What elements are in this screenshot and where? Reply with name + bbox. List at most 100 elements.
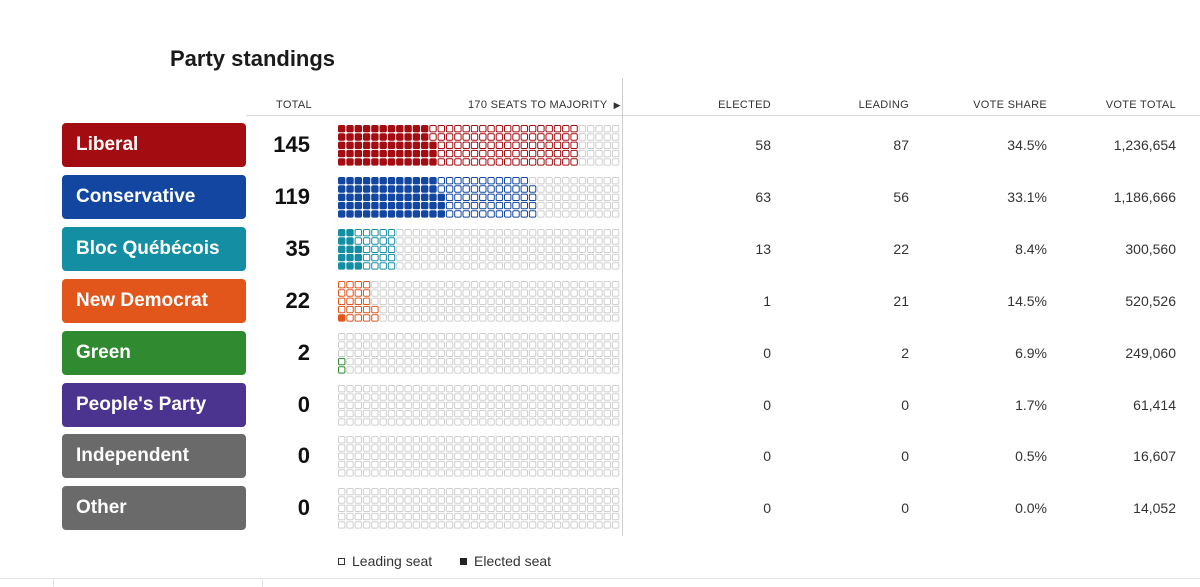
leading-seat — [528, 210, 537, 218]
leading-seat — [371, 253, 379, 262]
empty-seat — [562, 229, 570, 237]
empty-seat — [479, 262, 487, 270]
empty-seat — [587, 237, 595, 245]
elected-seat — [421, 125, 429, 133]
empty-seat — [587, 185, 595, 193]
empty-seat — [487, 512, 495, 521]
empty-seat — [595, 125, 603, 133]
empty-seat — [512, 504, 520, 513]
party-label-other[interactable]: Other — [62, 486, 246, 530]
empty-seat — [454, 229, 462, 237]
empty-seat — [487, 237, 495, 245]
leading-seat — [520, 177, 529, 185]
empty-seat — [429, 418, 437, 426]
empty-seat — [454, 314, 462, 322]
empty-seat — [537, 210, 545, 218]
empty-seat — [346, 385, 354, 393]
empty-seat — [562, 488, 570, 496]
empty-seat — [445, 229, 454, 237]
empty-seat — [578, 125, 587, 133]
empty-seat — [553, 253, 562, 262]
seat-waffle-conservative — [338, 177, 620, 218]
empty-seat — [495, 357, 504, 366]
empty-seat — [412, 289, 421, 297]
empty-seat — [545, 333, 553, 341]
leading-seat — [354, 281, 363, 289]
party-label-bloc-quebecois[interactable]: Bloc Québécois — [62, 227, 246, 271]
empty-seat — [520, 341, 529, 349]
party-label-peoples-party[interactable]: People's Party — [62, 383, 246, 427]
bottom-divider — [0, 578, 1200, 579]
leading-seat — [487, 158, 495, 166]
empty-seat — [454, 253, 462, 262]
empty-seat — [371, 341, 379, 349]
empty-seat — [578, 289, 587, 297]
empty-seat — [603, 149, 612, 158]
legend-leading-label: Leading seat — [352, 553, 433, 569]
empty-seat — [495, 409, 504, 418]
leading-seat — [462, 149, 470, 158]
elected-seat — [437, 201, 445, 210]
vote-share: 33.1% — [1007, 189, 1047, 205]
leading-seat — [454, 125, 462, 133]
empty-seat — [346, 409, 354, 418]
empty-seat — [587, 281, 595, 289]
elected-seat — [404, 210, 412, 218]
empty-seat — [553, 436, 562, 444]
leading-seat — [437, 133, 445, 141]
party-label-new-democrat[interactable]: New Democrat — [62, 279, 246, 323]
empty-seat — [537, 385, 545, 393]
empty-seat — [462, 305, 470, 314]
empty-seat — [396, 281, 404, 289]
empty-seat — [470, 357, 479, 366]
empty-seat — [553, 289, 562, 297]
party-label-green[interactable]: Green — [62, 331, 246, 375]
empty-seat — [412, 521, 421, 529]
empty-seat — [470, 452, 479, 461]
empty-seat — [562, 393, 570, 401]
empty-seat — [470, 229, 479, 237]
empty-seat — [520, 401, 529, 410]
leading-seat — [570, 158, 578, 166]
empty-seat — [487, 245, 495, 254]
empty-seat — [470, 262, 479, 270]
elected-seat — [421, 141, 429, 150]
empty-seat — [429, 262, 437, 270]
elected-seat — [412, 177, 421, 185]
empty-seat — [454, 409, 462, 418]
elected-seat — [371, 125, 379, 133]
empty-seat — [412, 436, 421, 444]
leading-seat — [362, 262, 371, 270]
empty-seat — [595, 305, 603, 314]
empty-seat — [562, 469, 570, 477]
leading-count: 0 — [901, 397, 909, 413]
empty-seat — [387, 409, 396, 418]
empty-seat — [354, 469, 363, 477]
leading-seat — [520, 125, 529, 133]
elected-seat — [421, 177, 429, 185]
leading-seat — [346, 314, 354, 322]
empty-seat — [520, 504, 529, 513]
legend-elected-label: Elected seat — [474, 553, 552, 569]
empty-seat — [371, 385, 379, 393]
leading-seat — [487, 201, 495, 210]
empty-seat — [545, 210, 553, 218]
party-label-liberal[interactable]: Liberal — [62, 123, 246, 167]
empty-seat — [512, 245, 520, 254]
elected-seat — [346, 177, 354, 185]
empty-seat — [595, 177, 603, 185]
empty-seat — [387, 393, 396, 401]
empty-seat — [462, 512, 470, 521]
leading-seat — [512, 210, 520, 218]
empty-seat — [553, 496, 562, 504]
empty-seat — [387, 436, 396, 444]
empty-seat — [537, 237, 545, 245]
elected-seat — [346, 262, 354, 270]
leading-seat — [454, 210, 462, 218]
empty-seat — [404, 245, 412, 254]
empty-seat — [587, 504, 595, 513]
empty-seat — [495, 512, 504, 521]
party-label-independent[interactable]: Independent — [62, 434, 246, 478]
empty-seat — [470, 409, 479, 418]
party-label-conservative[interactable]: Conservative — [62, 175, 246, 219]
